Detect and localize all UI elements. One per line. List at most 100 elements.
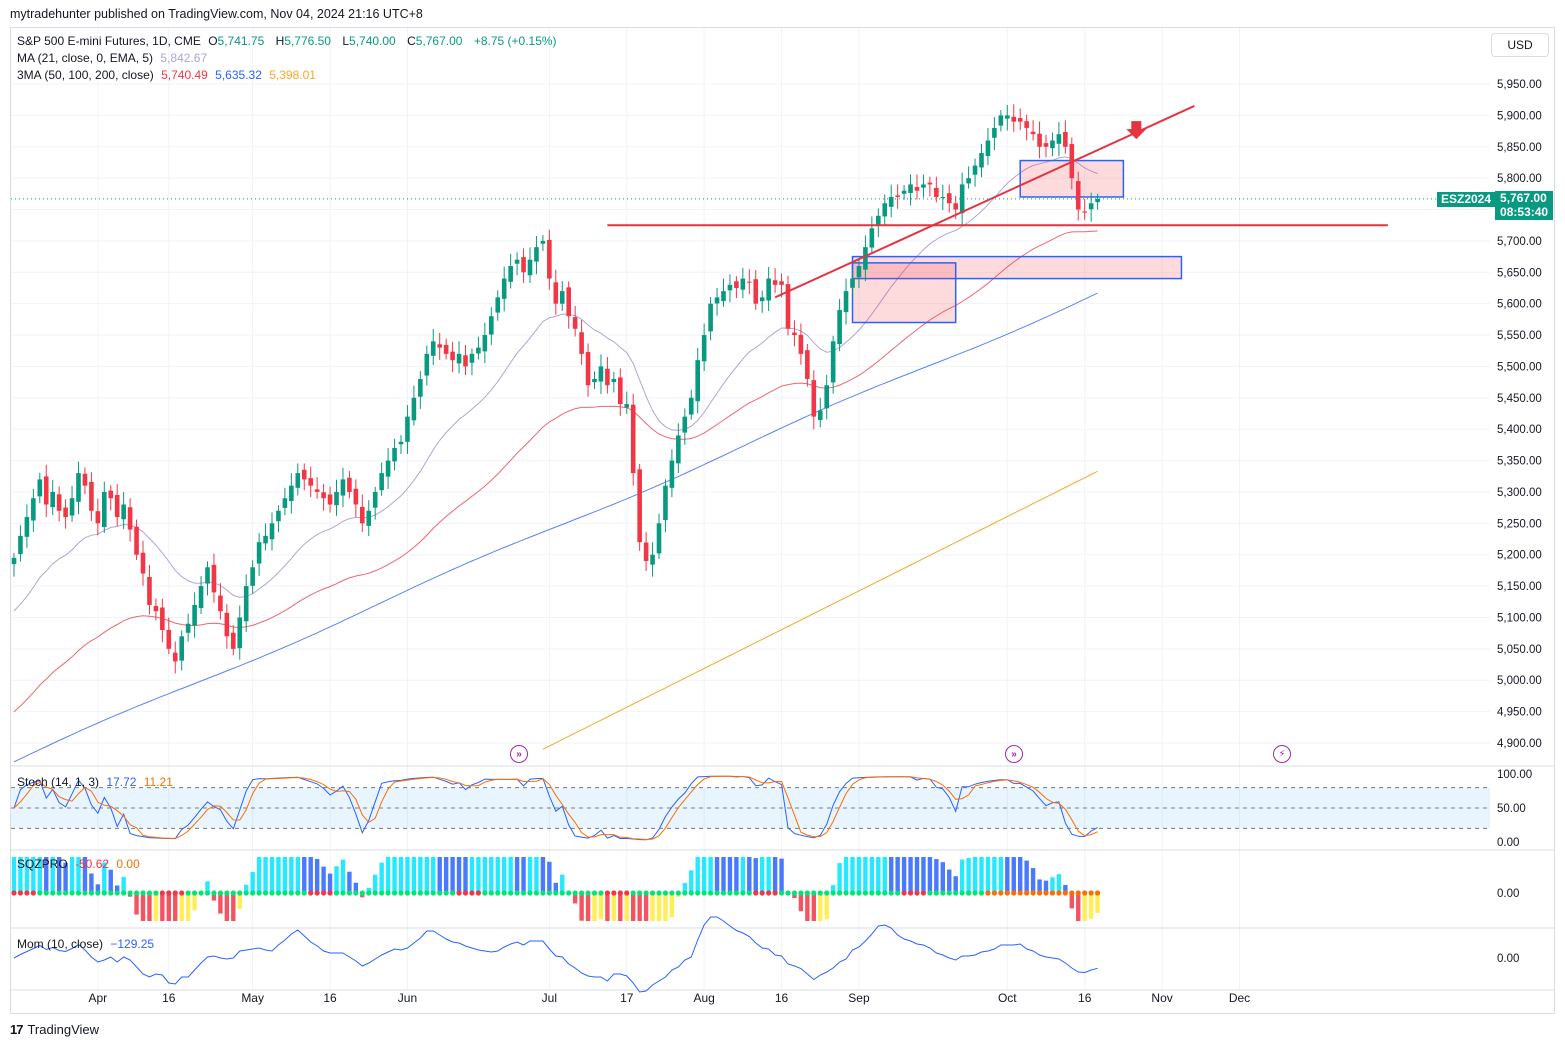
- candle-body: [624, 404, 630, 408]
- close-value: 5,767.00: [415, 34, 463, 48]
- candle-body: [179, 636, 184, 661]
- candle-body: [514, 259, 520, 264]
- sqz-bar: [450, 857, 455, 893]
- sqz-bar: [940, 862, 945, 893]
- legend-3ma[interactable]: 3MA (50, 100, 200, close) 5,740.49 5,635…: [17, 67, 320, 84]
- sqz-dot: [720, 890, 727, 896]
- candle-body: [469, 353, 475, 363]
- sqz-bar: [443, 857, 449, 893]
- sqz-bar: [760, 857, 765, 893]
- sqz-bar: [579, 893, 584, 921]
- sqz-bar: [772, 857, 778, 893]
- open-label: O: [208, 34, 218, 48]
- candle-body: [856, 266, 862, 278]
- y-tick-label: 5,350.00: [1497, 456, 1542, 468]
- candle-body: [392, 448, 397, 462]
- event-icon-1[interactable]: »: [510, 745, 528, 763]
- sqz-dot: [914, 890, 920, 896]
- sqz-bar: [921, 857, 926, 893]
- candle-body: [379, 473, 384, 491]
- candle-body: [553, 282, 559, 304]
- close-label: C: [407, 34, 416, 48]
- sqz-bar: [850, 857, 855, 893]
- candle-body: [901, 190, 907, 194]
- candle-body: [566, 287, 571, 317]
- sqz-bar: [895, 857, 900, 893]
- sqz-dot: [237, 890, 243, 896]
- sqz-dot: [766, 890, 772, 896]
- sqz-bar: [740, 857, 746, 893]
- candle-body: [243, 586, 249, 622]
- sqz-bar: [1076, 893, 1081, 921]
- legend-mom[interactable]: Mom (10, close) −129.25: [17, 936, 158, 953]
- candle-body: [463, 355, 468, 367]
- sqz-dot: [353, 890, 359, 896]
- candle-body: [334, 491, 339, 506]
- change-value: +8.75 (+0.15%): [473, 34, 557, 48]
- candle-body: [185, 623, 191, 633]
- sqz-dot: [598, 890, 604, 896]
- sqz-bar: [824, 893, 829, 920]
- sqz-dot: [462, 890, 469, 896]
- sqz-dot: [546, 890, 552, 896]
- sqz-bar: [534, 857, 539, 893]
- sqz-dot: [1030, 890, 1036, 896]
- sqz-bar: [689, 870, 694, 893]
- x-tick-label: Dec: [1229, 991, 1250, 1005]
- sqz-dot: [443, 890, 449, 896]
- sqz-dot: [1004, 890, 1010, 896]
- candle-body: [759, 297, 765, 302]
- event-icon-2[interactable]: »: [1005, 745, 1023, 763]
- sqz-bar: [869, 857, 875, 893]
- sqz-bar: [701, 857, 707, 893]
- lightning-event-icon[interactable]: ⚡: [1273, 745, 1291, 763]
- y-tick-label: 5,850.00: [1497, 142, 1542, 154]
- sqz-bar: [985, 857, 991, 893]
- sqz-bar: [553, 882, 558, 893]
- sqz-dot: [527, 890, 533, 896]
- candle-body: [430, 341, 436, 356]
- candle-body: [76, 473, 81, 502]
- sqz-dot: [75, 890, 82, 896]
- y-tick-label: 5,250.00: [1497, 518, 1542, 530]
- sqz-bar: [179, 893, 184, 921]
- candle-body: [211, 564, 217, 593]
- candle-body: [663, 485, 668, 520]
- mom-value: −129.25: [110, 937, 155, 951]
- legend-sqz[interactable]: SQZPRO -50.62 0.00: [17, 856, 144, 873]
- currency-button[interactable]: USD: [1491, 33, 1549, 57]
- candle-body: [953, 203, 958, 210]
- candle-body: [424, 353, 430, 376]
- sqz-bar: [669, 893, 675, 918]
- sqz-bar: [495, 857, 500, 893]
- sqz-bar: [185, 893, 191, 921]
- legend-stoch[interactable]: Stoch (14, 1, 3) 17.72 11.21: [17, 774, 177, 791]
- y-tick-label: 5,900.00: [1497, 110, 1542, 122]
- candle-body: [198, 586, 204, 609]
- candle-body: [476, 347, 481, 354]
- sqz-dot: [624, 890, 630, 896]
- sqz-bar: [379, 862, 384, 893]
- candle-body: [353, 488, 359, 505]
- sqz-dot: [746, 890, 752, 896]
- legend-ma[interactable]: MA (21, close, 0, EMA, 5) 5,842.67: [17, 50, 211, 67]
- candle-body: [921, 184, 926, 188]
- ma200-line: [542, 470, 1098, 750]
- sqz-dot: [540, 890, 546, 896]
- sqz-bar: [889, 857, 894, 893]
- candle-body: [340, 479, 346, 496]
- candle-body: [172, 652, 178, 662]
- candle-body: [314, 489, 320, 492]
- candle-body: [837, 309, 842, 345]
- candle-body: [360, 506, 365, 524]
- sqz-bar: [121, 877, 126, 893]
- sqz-bar: [205, 881, 210, 893]
- symbol-title: S&P 500 E-mini Futures, 1D, CME: [17, 34, 201, 48]
- candle-body: [650, 554, 655, 565]
- sqz-bar: [76, 857, 81, 893]
- footer-brand: TradingView: [27, 1022, 100, 1037]
- sqz-dot: [804, 890, 810, 896]
- ma-label: MA (21, close, 0, EMA, 5): [17, 51, 154, 65]
- candle-body: [727, 284, 733, 291]
